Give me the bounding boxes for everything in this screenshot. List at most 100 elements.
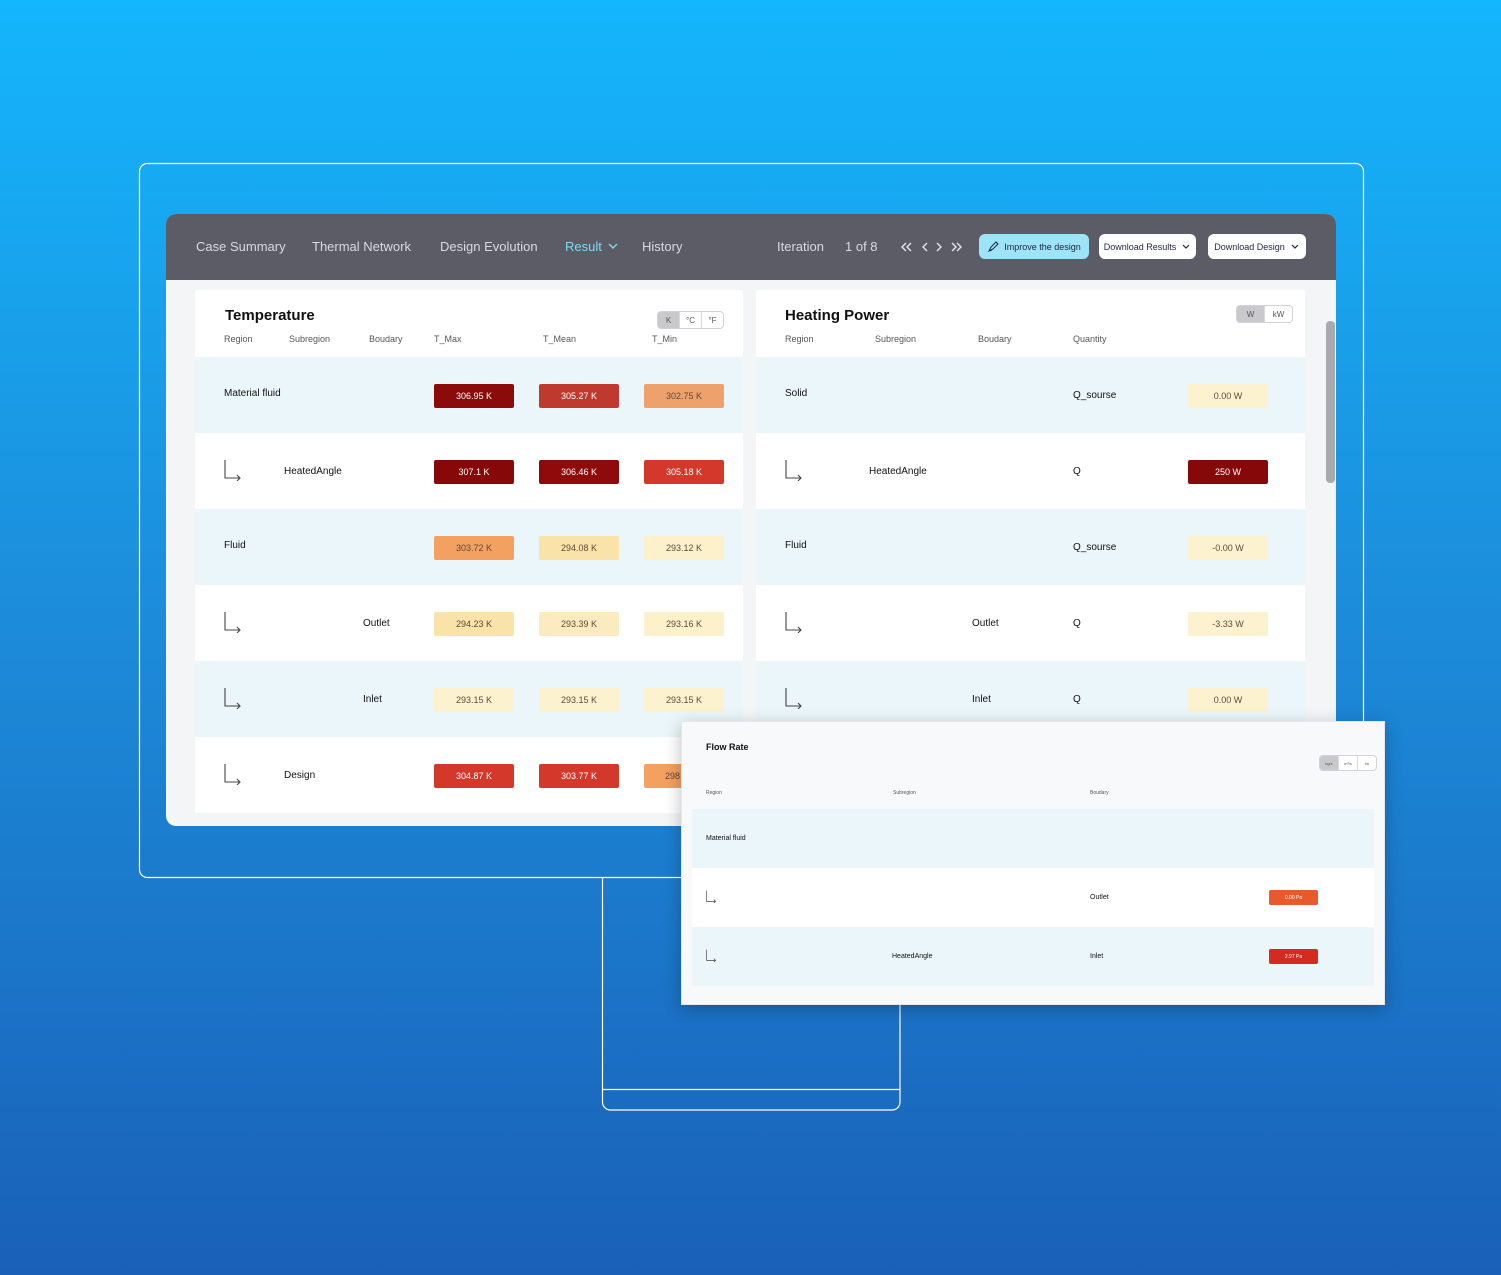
value-cell: 303.77 K [539, 764, 619, 788]
quantity-text: Q [1073, 694, 1081, 705]
value-cell: 293.12 K [644, 536, 724, 560]
value-cell: 294.08 K [539, 536, 619, 560]
child-arrow [224, 611, 242, 638]
column-header: Boudary [978, 334, 1012, 344]
unit-toggle[interactable]: K °C °F [657, 311, 724, 329]
unit-option[interactable]: l/s [1357, 756, 1376, 770]
column-header: Region [785, 334, 814, 344]
column-header: Quantity [1073, 334, 1107, 344]
table-row: Material fluid 306.95 K 305.27 K 302.75 K [195, 357, 743, 433]
value-cell: 293.15 K [539, 688, 619, 712]
value-cell: 307.1 K [434, 460, 514, 484]
unit-option[interactable]: °F [701, 312, 723, 328]
iteration-label: Iteration [777, 239, 824, 254]
button-label: Improve the design [1004, 241, 1081, 252]
quantity-text: Q_sourse [1073, 390, 1117, 401]
table-row: Design 304.87 K 303.77 K 298 [195, 737, 743, 813]
value-cell: -3.33 W [1188, 612, 1268, 636]
value-cell: 305.27 K [539, 384, 619, 408]
value-cell: 305.18 K [644, 460, 724, 484]
nav-bar: Case Summary Thermal Network Design Evolut… [166, 214, 1336, 280]
region-text: Material fluid [706, 835, 746, 842]
table-row: Fluid 303.72 K 294.08 K 293.12 K [195, 509, 743, 585]
table-row: Outlet 0.00 Pa [692, 868, 1374, 927]
subregion-text: HeatedAngle [892, 953, 933, 960]
child-arrow [224, 459, 242, 486]
table-row: HeatedAngle 307.1 K 306.46 K 305.18 K [195, 433, 743, 509]
table-row: Material fluid [692, 809, 1374, 868]
column-header: Boudary [369, 334, 403, 344]
table-row: Outlet 294.23 K 293.39 K 293.16 K [195, 585, 743, 661]
value-cell: -0.00 W [1188, 536, 1268, 560]
unit-option[interactable]: m³/s [1338, 756, 1357, 770]
nav-tab[interactable]: Result [565, 239, 619, 254]
column-header: T_Min [652, 334, 678, 344]
value-cell: 0.00 W [1188, 688, 1268, 712]
button-label: Download Design [1214, 241, 1285, 252]
boundary-text: Inlet [363, 694, 382, 705]
child-arrow [224, 763, 242, 790]
temperature-panel: Temperature Region Subregion Boudary T_Max T_… [195, 290, 743, 813]
unit-option[interactable]: kg/s [1320, 756, 1338, 770]
child-arrow [785, 459, 803, 486]
nav-tab[interactable]: Case Summary [196, 239, 286, 254]
boundary-text: Outlet [1090, 894, 1109, 901]
region-text: Solid [785, 388, 808, 399]
value-cell: 302.75 K [644, 384, 724, 408]
column-header: Region [224, 334, 253, 344]
value-cell: 293.16 K [644, 612, 724, 636]
quantity-text: Q [1073, 618, 1081, 629]
column-header: Boudary [1090, 790, 1109, 796]
flow-rate-card: Flow Rate Region Subregion Boudary Material … [681, 721, 1385, 1005]
value-cell: 306.95 K [434, 384, 514, 408]
nav-tab[interactable]: Thermal Network [312, 239, 411, 254]
boundary-text: Outlet [972, 618, 999, 629]
panel-title: Temperature [225, 307, 315, 324]
child-arrow [224, 687, 242, 714]
value-cell: 250 W [1188, 460, 1268, 484]
value-cell: 0.00 W [1188, 384, 1268, 408]
pager[interactable] [900, 239, 962, 260]
table-row: Fluid Q_sourse -0.00 W [756, 509, 1305, 585]
nav-tab[interactable]: History [642, 239, 683, 254]
iteration-count: 1 of 8 [845, 239, 878, 254]
subregion-text: HeatedAngle [869, 466, 927, 477]
table-row: HeatedAngle Q 250 W [756, 433, 1305, 509]
nav-button[interactable]: Download Design [1208, 234, 1306, 259]
unit-toggle[interactable]: kg/s m³/s l/s [1319, 755, 1377, 771]
nav-tab[interactable]: Design Evolution [440, 239, 538, 254]
table-row: Inlet 293.15 K 293.15 K 293.15 K [195, 661, 743, 737]
panel-title: Heating Power [785, 307, 890, 324]
unit-option[interactable]: kW [1264, 306, 1292, 322]
child-arrow [785, 687, 803, 714]
column-header: Region [706, 790, 722, 796]
nav-button[interactable]: Improve the design [979, 234, 1089, 259]
unit-option[interactable]: K [658, 312, 679, 328]
value-cell: 2.97 Pa [1269, 949, 1318, 964]
value-cell: 304.87 K [434, 764, 514, 788]
boundary-text: Inlet [1090, 953, 1104, 960]
table-row: HeatedAngle Inlet 2.97 Pa [692, 927, 1374, 986]
value-cell: 303.72 K [434, 536, 514, 560]
boundary-text: Inlet [972, 694, 991, 705]
value-cell: 0.00 Pa [1269, 890, 1318, 905]
column-header: Subregion [289, 334, 331, 344]
region-text: Material fluid [224, 388, 281, 399]
unit-option[interactable]: W [1237, 306, 1264, 322]
column-header: Subregion [893, 790, 916, 796]
subregion-text: HeatedAngle [284, 466, 342, 477]
value-cell: 293.15 K [434, 688, 514, 712]
unit-option[interactable]: °C [679, 312, 701, 328]
value-cell: 293.39 K [539, 612, 619, 636]
region-text: Fluid [785, 540, 807, 551]
nav-button[interactable]: Download Results [1099, 234, 1196, 259]
subregion-text: Design [284, 770, 316, 781]
column-header: Subregion [875, 334, 917, 344]
quantity-text: Q_sourse [1073, 542, 1117, 553]
child-arrow [706, 949, 717, 967]
child-arrow [706, 890, 717, 908]
scrollbar [1326, 321, 1335, 483]
value-cell: 306.46 K [539, 460, 619, 484]
